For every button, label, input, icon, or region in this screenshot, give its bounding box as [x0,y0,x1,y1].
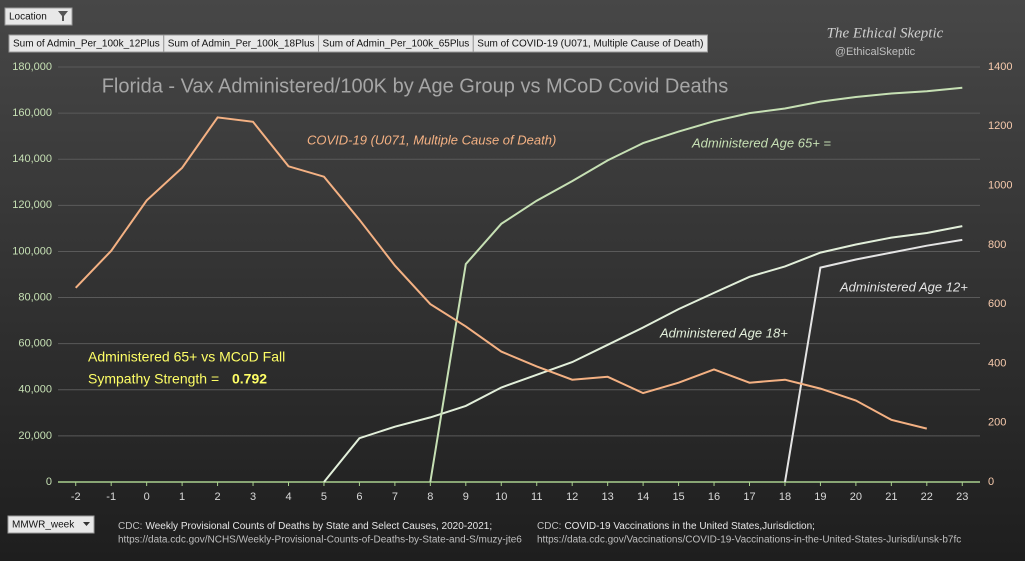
field-button[interactable]: Sum of Admin_Per_100k_18Plus [163,34,320,53]
x-tick-label: 8 [427,491,433,503]
filter-button[interactable] [4,7,73,26]
stat-value: 0.792 [232,371,267,387]
annotation: Administered Age 18+ [659,325,788,340]
x-tick-label: 14 [637,491,649,503]
series-name: Sum of COVID-19 (U071, Multiple Cause of… [477,39,703,50]
y-tick-label: 0 [46,476,52,488]
series-name: Sum of Admin_Per_100k_12Plus [13,39,160,50]
y2-tick-label: 0 [988,476,994,488]
annotation: COVID-19 (U071, Multiple Cause of Death) [307,132,556,147]
x-tick-label: -1 [106,491,116,503]
x-tick-label: 21 [885,491,897,503]
x-tick-label: 3 [250,491,256,503]
y-tick-label: 80,000 [18,291,52,303]
axis-button-label[interactable]: MMWR_week [12,520,75,531]
y-tick-label: 20,000 [18,430,52,442]
x-tick-label: 4 [285,491,291,503]
y-tick-label: 160,000 [12,107,52,119]
x-tick-label: 9 [463,491,469,503]
x-tick-label: 5 [321,491,327,503]
x-tick-label: 23 [956,491,968,503]
series-line [429,86,963,483]
x-tick-label: 11 [531,491,542,503]
y2-tick-label: 1400 [988,61,1012,73]
annotation: Administered Age 12+ [839,279,968,294]
y-tick-label: 60,000 [18,338,52,350]
y-tick-label: 180,000 [12,61,52,73]
series-line [74,116,928,430]
chart-title: Florida - Vax Administered/100K by Age G… [102,75,729,97]
field-button-box [472,34,709,53]
source: CDC: COVID-19 Vaccinations in the United … [537,521,815,532]
x-tick-label: 16 [708,491,720,503]
brand-name: The Ethical Skeptic [827,25,944,41]
dropdown-icon [83,522,90,526]
x-tick-label: 18 [779,491,791,503]
source-title: Weekly Provisional Counts of Deaths by S… [145,521,492,532]
y2-tick-label: 1000 [988,179,1012,191]
source-url: https://data.cdc.gov/NCHS/Weekly-Provisi… [118,535,522,546]
source: CDC: Weekly Provisional Counts of Deaths … [118,521,492,532]
x-tick-label: 13 [602,491,614,503]
source-url: https://data.cdc.gov/Vaccinations/COVID-… [537,535,961,546]
y-tick-label: 40,000 [18,384,52,396]
filter-button-label[interactable]: Location [9,12,47,23]
x-tick-label: 15 [672,491,684,503]
x-tick-label: 6 [356,491,362,503]
x-tick-label: 17 [743,491,755,503]
x-tick-label: 2 [215,491,221,503]
field-button[interactable]: Sum of COVID-19 (U071, Multiple Cause of… [472,34,709,53]
series-name: Sum of Admin_Per_100k_65Plus [323,39,470,50]
y2-tick-label: 200 [988,417,1006,429]
x-tick-label: 10 [495,491,507,503]
y2-tick-label: 600 [988,298,1006,310]
y-tick-label: 120,000 [12,199,52,211]
series-line [323,225,963,483]
field-button[interactable]: Sum of Admin_Per_100k_65Plus [318,34,474,53]
brand-handle: @EthicalSkeptic [835,46,916,58]
source-prefix: CDC: [537,521,561,532]
y2-tick-label: 800 [988,239,1006,251]
source-title: COVID-19 Vaccinations in the United Stat… [564,521,815,532]
y-tick-label: 100,000 [12,245,52,257]
filter-icon [58,11,68,21]
x-tick-label: 22 [921,491,933,503]
x-tick-label: 7 [392,491,398,503]
y2-tick-label: 400 [988,357,1006,369]
x-tick-label: 0 [144,491,150,503]
x-tick-label: -2 [71,491,81,503]
source-prefix: CDC: [118,521,142,532]
y2-tick-label: 1200 [988,120,1012,132]
series-line [784,238,963,483]
x-tick-label: 1 [179,491,185,503]
stat-label: Sympathy Strength = [88,371,219,387]
y-tick-label: 140,000 [12,153,52,165]
series-name: Sum of Admin_Per_100k_18Plus [168,39,315,50]
x-tick-label: 19 [814,491,826,503]
stat-label: Administered 65+ vs MCoD Fall [88,349,285,365]
field-button[interactable]: Sum of Admin_Per_100k_12Plus [8,34,165,53]
x-tick-label: 20 [850,491,862,503]
x-tick-label: 12 [566,491,578,503]
annotation: Administered Age 65+ = [691,135,831,150]
axis-button[interactable] [7,515,95,534]
